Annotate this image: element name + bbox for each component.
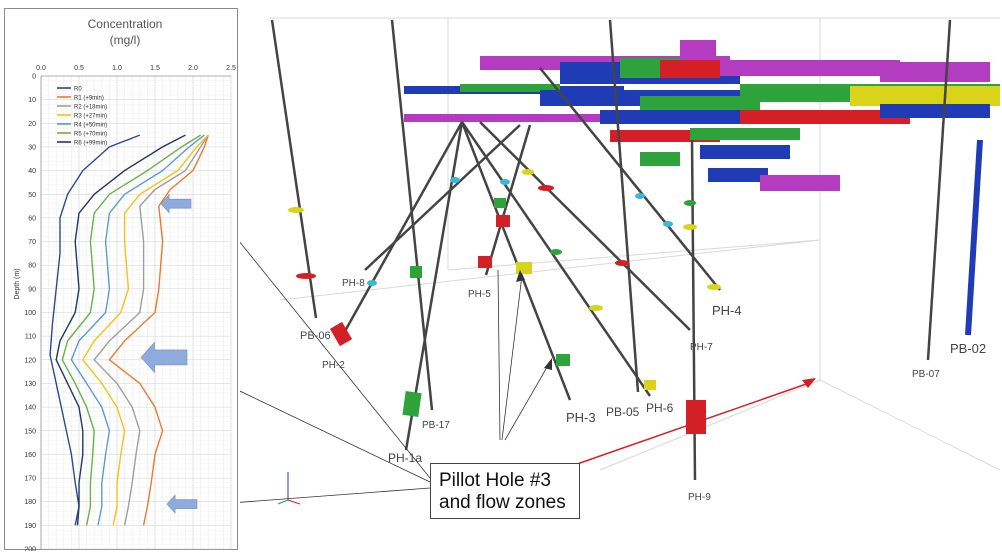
y-tick-label: 20 (28, 121, 36, 128)
borehole-pb02 (968, 140, 980, 335)
y-tick-label: 0 (32, 74, 36, 81)
legend-entry: R5 (+70min) (74, 132, 107, 138)
label-ph-5: PH-5 (468, 289, 491, 300)
label-ph-1a: PH-1a (388, 451, 422, 465)
label-ph-2: PH-2 (322, 360, 345, 371)
legend-entry: R3 (+27min) (74, 114, 107, 120)
legend-entry: R6 (+99min) (74, 141, 107, 147)
series-lines (50, 135, 208, 525)
y-tick-label: 110 (25, 334, 36, 341)
label-pb-02: PB-02 (950, 341, 986, 356)
concentration-chart: Concentration (mg/l) Depth (m) 0.0 0.5 1.0… (5, 9, 239, 551)
callout-line-2: and flow zones (439, 492, 571, 514)
legend-entry: R4 (+50min) (74, 123, 107, 129)
y-tick-label: 10 (28, 97, 36, 104)
label-pb-07: PB-07 (912, 369, 940, 380)
x-tick-label: 0.0 (36, 65, 46, 72)
label-ph-8: PH-8 (342, 278, 365, 289)
y-tick-label: 160 (24, 452, 36, 459)
callout-box: Pillot Hole #3 and flow zones (430, 463, 580, 519)
x-tick-label: 2.5 (226, 65, 236, 72)
y-tick-label: 140 (24, 405, 36, 412)
y-tick-label: 100 (24, 310, 36, 317)
y-tick-label: 200 (24, 547, 36, 552)
scene-svg: PB-06 PH-2 PH-8 PH-5 PB-17 PH-1a PH-3 PB… (240, 8, 1000, 550)
legend-entry: R1 (+9min) (74, 96, 104, 102)
callout-line-1: Pillot Hole #3 (439, 470, 571, 492)
flow-zone-arrow (167, 495, 197, 513)
grid (41, 76, 231, 549)
legend-entry: R0 (74, 87, 82, 93)
label-ph-4: PH-4 (712, 303, 742, 318)
flow-zone-arrow (141, 342, 187, 372)
y-tick-label: 40 (28, 168, 36, 175)
y-tick-label: 120 (24, 357, 36, 364)
legend-entry: R2 (+18min) (74, 105, 107, 111)
leader-arrowhead-2 (544, 358, 552, 370)
label-ph-7: PH-7 (690, 342, 713, 353)
label-pb-06: PB-06 (300, 330, 331, 342)
label-ph-3: PH-3 (566, 410, 596, 425)
y-tick-label: 190 (24, 523, 36, 530)
label-pb-05: PB-05 (606, 405, 640, 419)
chart-subtitle: (mg/l) (110, 33, 141, 47)
x-tick-label: 2.0 (188, 65, 198, 72)
x-tick-label: 0.5 (74, 65, 84, 72)
series-line (62, 135, 200, 525)
label-pb-17: PB-17 (422, 420, 450, 431)
concentration-depth-plot: Concentration (mg/l) Depth (m) 0.0 0.5 1.0… (4, 8, 238, 550)
y-axis-label: Depth (m) (14, 268, 21, 299)
y-tick-label: 180 (24, 499, 36, 506)
x-tick-label: 1.5 (150, 65, 160, 72)
x-tick-label: 1.0 (112, 65, 122, 72)
y-tick-label: 70 (28, 239, 36, 246)
series-line (109, 135, 208, 525)
y-tick-label: 130 (24, 381, 36, 388)
borehole-3d-scene: PB-06 PH-2 PH-8 PH-5 PB-17 PH-1a PH-3 PB… (240, 8, 1000, 550)
y-tick-label: 30 (28, 144, 36, 151)
y-tick-label: 150 (24, 428, 36, 435)
y-tick-label: 90 (28, 286, 36, 293)
chart-title: Concentration (88, 17, 163, 31)
y-tick-label: 50 (28, 192, 36, 199)
label-ph-6: PH-6 (646, 401, 674, 415)
y-tick-label: 170 (24, 476, 36, 483)
y-tick-label: 60 (28, 215, 36, 222)
label-ph-9: PH-9 (688, 492, 711, 503)
y-tick-label: 80 (28, 263, 36, 270)
flow-zone-arrows (141, 195, 197, 513)
